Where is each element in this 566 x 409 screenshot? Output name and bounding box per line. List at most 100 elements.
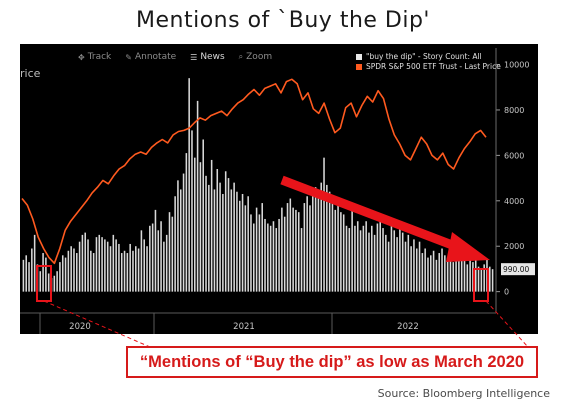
bar — [455, 257, 457, 292]
bar — [123, 250, 126, 292]
bar — [312, 191, 314, 292]
bar — [314, 187, 317, 292]
bar — [216, 169, 219, 292]
bar — [22, 259, 25, 292]
bar — [76, 253, 78, 292]
bar — [469, 257, 471, 292]
bar — [449, 250, 452, 292]
bar — [98, 234, 101, 292]
bar — [368, 232, 370, 292]
bar — [483, 264, 485, 292]
bar — [289, 198, 292, 292]
y-tick-label: 8000 — [504, 106, 524, 115]
bar — [33, 234, 36, 292]
bar — [491, 269, 494, 292]
bar — [31, 248, 33, 292]
price-axis-stub: rice — [20, 67, 41, 80]
bar — [171, 216, 174, 292]
price-line — [21, 78, 487, 265]
bar — [460, 255, 463, 292]
bar — [78, 241, 81, 292]
bar — [486, 259, 488, 292]
bar — [191, 130, 193, 292]
x-tick-label: 2022 — [397, 322, 419, 332]
bar — [90, 250, 92, 292]
y-tick-label: 4000 — [504, 197, 524, 206]
bar — [115, 239, 117, 292]
bar — [489, 266, 491, 292]
bar — [250, 214, 252, 292]
bar — [474, 259, 477, 292]
bar — [393, 230, 396, 292]
bar — [362, 225, 365, 292]
bar — [269, 225, 272, 292]
bar — [365, 221, 367, 292]
bar — [444, 255, 446, 292]
bar — [435, 259, 438, 292]
toolbar-annotate[interactable]: ✎ Annotate — [125, 50, 176, 64]
bar — [241, 193, 244, 292]
bar — [480, 268, 483, 292]
bar — [238, 200, 241, 292]
toolbar-track[interactable]: ✥ Track — [78, 50, 111, 64]
bar — [415, 248, 418, 292]
bar — [376, 223, 379, 292]
bar — [95, 237, 98, 292]
bar — [399, 225, 401, 292]
bar — [463, 259, 466, 292]
y-tick-label: 2000 — [504, 242, 524, 251]
bar — [194, 157, 196, 292]
bar — [303, 203, 306, 292]
bar — [283, 216, 286, 292]
callout-box: “Mentions of “Buy the dip” as low as Mar… — [126, 346, 538, 378]
bar — [112, 234, 115, 292]
callout-leader-left — [43, 300, 151, 348]
bar — [47, 273, 50, 292]
bar — [227, 178, 230, 292]
bar — [157, 230, 160, 292]
bar — [70, 246, 72, 292]
bar — [174, 196, 176, 292]
toolbar-track-label: Track — [87, 52, 112, 62]
bar — [42, 253, 44, 292]
bar — [351, 209, 353, 292]
bar — [427, 257, 429, 292]
bar — [196, 100, 199, 292]
bar — [275, 228, 278, 292]
bar — [92, 253, 95, 292]
bar — [129, 243, 131, 292]
toolbar-zoom-label: Zoom — [246, 52, 273, 62]
bar — [385, 234, 387, 292]
bar — [326, 184, 328, 292]
bar — [438, 253, 440, 292]
bar — [233, 182, 235, 292]
bar — [458, 253, 460, 292]
bar — [342, 214, 345, 292]
trend-arrow-shaft — [280, 175, 462, 253]
callout-leader-right — [485, 300, 529, 348]
bar — [185, 153, 188, 292]
toolbar-news[interactable]: ☰ News — [190, 50, 225, 64]
bar — [452, 262, 455, 292]
x-tick-label: 2020 — [69, 322, 91, 332]
bar — [354, 225, 356, 292]
toolbar-zoom[interactable]: ⌕ Zoom — [239, 50, 272, 64]
bar — [25, 255, 27, 292]
legend-label-story-count: "buy the dip" - Story Count: All — [366, 52, 482, 61]
bar — [120, 253, 123, 292]
bar — [61, 255, 64, 292]
bar — [28, 262, 30, 292]
bar — [418, 241, 421, 292]
bar — [331, 200, 334, 292]
toolbar-news-label: News — [200, 52, 225, 62]
bar — [328, 191, 331, 292]
bar — [179, 189, 182, 292]
bar — [64, 257, 67, 292]
bar — [472, 262, 474, 292]
bar — [202, 139, 204, 292]
bar — [413, 239, 415, 292]
bar — [432, 250, 435, 292]
bar — [337, 203, 339, 292]
y-tick-label: 6000 — [504, 151, 524, 160]
bar — [340, 212, 342, 292]
